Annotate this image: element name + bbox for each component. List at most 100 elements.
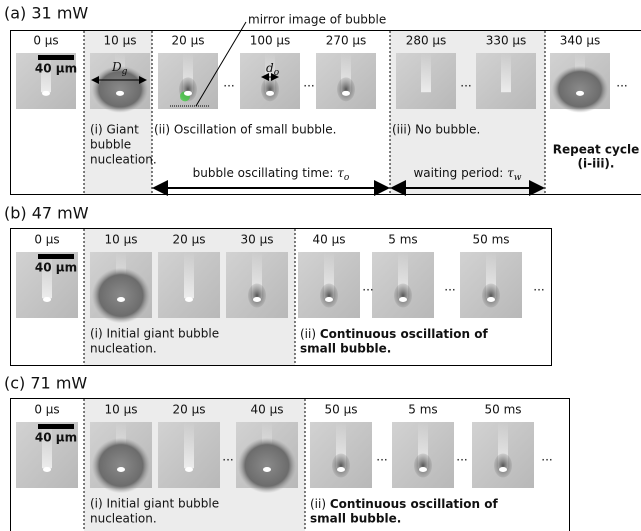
caption: nucleation. <box>90 342 157 356</box>
bright-spot <box>43 467 51 472</box>
bright-spot <box>399 297 407 302</box>
bright-spot <box>117 297 125 302</box>
scale-label: 40 μm <box>35 261 77 275</box>
caption: (ii) Continuous oscillation of <box>310 497 498 511</box>
photo <box>226 252 288 318</box>
small-bubble <box>337 77 355 101</box>
ellipsis: ... <box>444 280 455 294</box>
time-label: 0 μs <box>34 403 59 417</box>
scale-bar <box>38 424 74 429</box>
time-label: 330 μs <box>486 34 527 48</box>
bright-spot <box>43 297 51 302</box>
bright-spot <box>42 91 50 96</box>
caption: (i) Initial giant bubble <box>90 497 219 511</box>
time-label: 5 ms <box>408 403 437 417</box>
ellipsis: ... <box>303 76 314 90</box>
giant-bubble <box>92 268 150 323</box>
figure: (a) 31 mW0 μs10 μs20 μs100 μs270 μs280 μ… <box>0 0 641 531</box>
photo <box>372 252 434 318</box>
photo <box>236 422 298 493</box>
bright-spot <box>499 467 507 472</box>
time-label: 10 μs <box>104 34 137 48</box>
photo <box>90 422 152 493</box>
time-label: 50 ms <box>484 403 521 417</box>
photo <box>158 53 218 109</box>
bright-spot <box>266 91 274 96</box>
photo <box>396 53 456 109</box>
bright-spot <box>487 297 495 302</box>
photo <box>298 252 360 318</box>
bright-spot <box>184 91 192 96</box>
small-bubble <box>261 77 279 101</box>
photo <box>310 422 372 488</box>
text-part: (ii) <box>310 497 330 511</box>
ellipsis: ... <box>533 280 544 294</box>
bright-spot <box>337 467 345 472</box>
bright-spot <box>342 91 350 96</box>
photo <box>550 53 610 113</box>
panel-title: (c) 71 mW <box>4 374 87 393</box>
small-bubble <box>494 454 512 478</box>
caption: (i) Giant <box>90 123 139 137</box>
time-label: 280 μs <box>406 34 447 48</box>
bright-spot <box>576 91 584 96</box>
text-part: (ii) <box>300 327 320 341</box>
ellipsis: ... <box>541 450 552 464</box>
giant-bubble <box>238 438 296 493</box>
caption: (ii) Oscillation of small bubble. <box>154 123 336 137</box>
time-label: 5 ms <box>388 233 417 247</box>
annotation: mirror image of bubble <box>248 13 386 27</box>
bright-spot <box>253 297 261 302</box>
time-label: 20 μs <box>173 233 206 247</box>
panel-title: (a) 31 mW <box>4 4 88 23</box>
time-label: 10 μs <box>105 233 138 247</box>
ellipsis: ... <box>222 450 233 464</box>
text-part: Continuous oscillation of <box>330 497 499 511</box>
small-bubble <box>394 284 412 308</box>
scale-label: 40 μm <box>35 62 77 76</box>
bright-spot <box>185 467 193 472</box>
text-part: D <box>111 60 122 74</box>
photo <box>472 422 534 488</box>
jet <box>184 422 194 468</box>
time-label: 40 μs <box>313 233 346 247</box>
small-bubble <box>332 454 350 478</box>
photo <box>460 252 522 318</box>
small-bubble <box>320 284 338 308</box>
jet <box>421 53 431 92</box>
text-part: g <box>122 67 128 77</box>
caption: small bubble. <box>300 342 391 356</box>
ellipsis: ... <box>362 280 373 294</box>
caption: bubble <box>90 138 131 152</box>
photo <box>158 252 220 318</box>
time-label: 20 μs <box>172 34 205 48</box>
ellipsis: ... <box>223 76 234 90</box>
time-label: 50 μs <box>325 403 358 417</box>
ellipsis: ... <box>376 450 387 464</box>
bright-spot <box>185 297 193 302</box>
panel-title: (b) 47 mW <box>4 204 89 223</box>
caption: (i-iii). <box>578 157 615 171</box>
scale-bar <box>38 254 74 259</box>
text-part: bubble oscillating time: <box>193 166 338 180</box>
text-part: w <box>514 173 522 183</box>
photo <box>392 422 454 488</box>
text-part: Continuous oscillation of <box>320 327 489 341</box>
caption: nucleation. <box>90 153 157 167</box>
jet <box>184 252 194 298</box>
small-bubble <box>414 454 432 478</box>
bright-spot <box>117 467 125 472</box>
caption: small bubble. <box>310 512 401 526</box>
bright-spot <box>325 297 333 302</box>
text-part: o <box>344 173 350 183</box>
time-label: 40 μs <box>251 403 284 417</box>
text-part: o <box>274 68 280 78</box>
ellipsis: ... <box>456 450 467 464</box>
caption: (i) Initial giant bubble <box>90 327 219 341</box>
time-label: 0 μs <box>34 233 59 247</box>
time-label: 30 μs <box>241 233 274 247</box>
text-part: waiting period: <box>413 166 507 180</box>
caption: (ii) Continuous oscillation of <box>300 327 488 341</box>
time-label: 340 μs <box>560 34 601 48</box>
ellipsis: ... <box>616 76 627 90</box>
